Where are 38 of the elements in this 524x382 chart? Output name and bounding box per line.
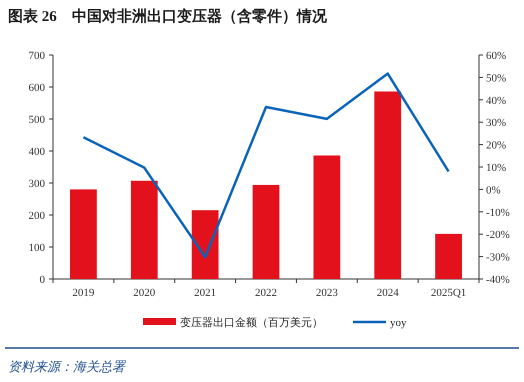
y-tick-label: 500	[28, 114, 46, 126]
y2-tick-label: -30%	[486, 252, 510, 264]
legend-label: 变压器出口金额（百万美元）	[180, 316, 323, 329]
y-tick-label: 400	[28, 146, 46, 158]
x-tick-label: 2021	[194, 287, 216, 299]
chart-title: 图表 26 中国对非洲出口变压器（含零件）情况	[8, 7, 328, 25]
y2-tick-label: -10%	[486, 206, 510, 219]
y-tick-label: 0	[40, 274, 46, 286]
x-tick-label: 2023	[316, 287, 338, 299]
bar	[70, 189, 97, 279]
x-tick-label: 2022	[255, 287, 277, 299]
bar	[130, 180, 158, 279]
y2-tick-label: -40%	[486, 274, 510, 286]
x-tick-label: 2020	[133, 287, 156, 299]
legend-label: yoy	[390, 317, 407, 329]
y2-tick-label: 40%	[486, 94, 506, 107]
y2-tick-label: 10%	[486, 162, 506, 174]
x-tick-label: 2024	[376, 287, 400, 299]
line-series	[82, 72, 450, 258]
y-tick-label: 100	[28, 242, 46, 254]
y-tick-label: 300	[28, 178, 46, 190]
x-tick-label: 2019	[72, 287, 95, 299]
bar	[435, 234, 462, 279]
bar	[374, 91, 402, 279]
y2-tick-label: 60%	[486, 50, 506, 62]
bar	[252, 184, 280, 279]
bar	[192, 210, 219, 279]
y2-tick-label: 30%	[486, 117, 506, 130]
bar	[313, 155, 340, 279]
y2-tick-label: 20%	[486, 140, 506, 152]
y2-tick-label: -20%	[486, 229, 510, 242]
y-tick-label: 200	[28, 210, 46, 222]
y2-tick-label: 0%	[486, 184, 501, 196]
y-tick-label: 600	[28, 82, 46, 94]
y2-tick-label: 50%	[486, 72, 506, 84]
x-tick-label: 2025Q1	[430, 287, 466, 299]
y-tick-label: 700	[28, 50, 46, 62]
text: 资料来源：海关总署	[8, 359, 127, 374]
